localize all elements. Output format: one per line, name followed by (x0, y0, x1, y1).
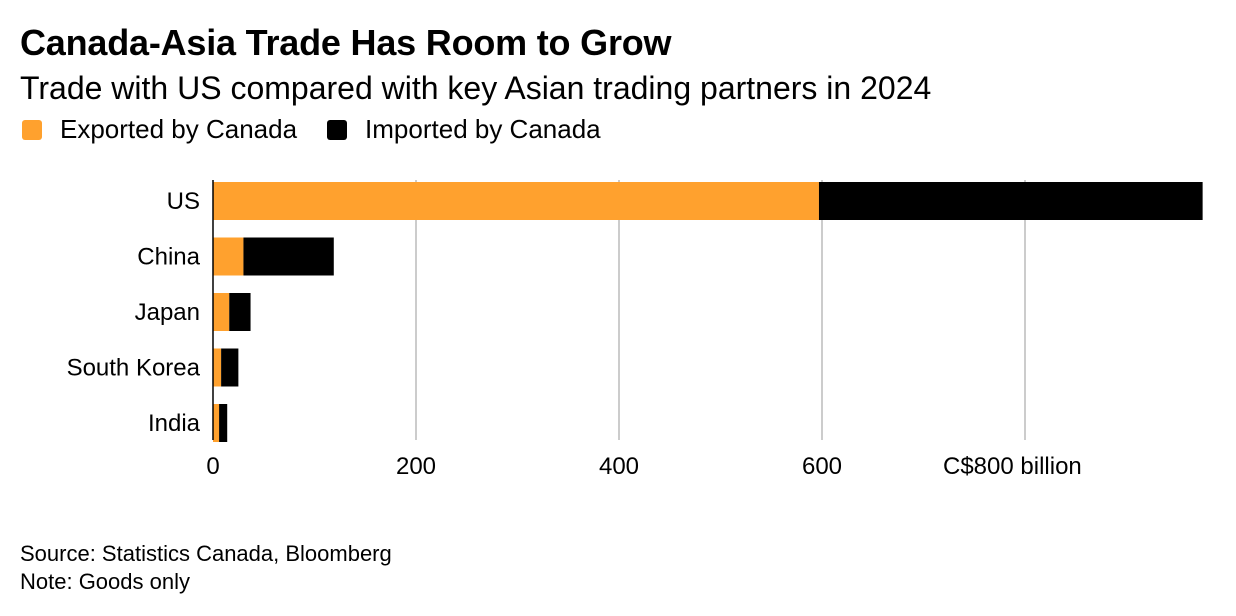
bar-us-exported (213, 182, 819, 220)
category-label-india: India (148, 410, 201, 437)
category-label-china: China (137, 244, 200, 271)
category-label-japan: Japan (135, 299, 200, 326)
bar-south-korea-exported (213, 348, 222, 387)
x-tick-label-600: 600 (802, 453, 842, 480)
chart-subtitle: Trade with US compared with key Asian tr… (20, 70, 932, 106)
legend-swatch-exported (22, 119, 42, 140)
goods-note: Note: Goods only (20, 569, 190, 594)
x-tick-label-800: C$800 billion (943, 453, 1082, 480)
bar-china-imported (243, 237, 334, 276)
chart-title: Canada-Asia Trade Has Room to Grow (20, 22, 672, 63)
x-tick-label-200: 200 (396, 453, 436, 480)
bar-india-exported (213, 404, 220, 442)
legend-item-imported: Imported by Canada (327, 114, 601, 145)
bar-japan-imported (229, 293, 251, 331)
category-label-south-korea: South Korea (67, 355, 201, 382)
bar-south-korea-imported (221, 348, 239, 387)
legend-label-imported: Imported by Canada (365, 114, 601, 144)
source-note: Source: Statistics Canada, Bloomberg (20, 541, 392, 566)
bar-india-imported (219, 404, 228, 442)
x-tick-label-0: 0 (206, 453, 219, 480)
legend: Exported by Canada Imported by Canada (22, 114, 631, 145)
legend-swatch-imported (327, 119, 348, 140)
bar-japan-exported (213, 293, 230, 331)
x-tick-label-400: 400 (599, 453, 639, 480)
category-label-us: US (167, 188, 200, 215)
legend-item-exported: Exported by Canada (22, 114, 297, 145)
bar-china-exported (213, 237, 244, 276)
legend-label-exported: Exported by Canada (60, 114, 298, 144)
bar-us-imported (818, 182, 1203, 220)
